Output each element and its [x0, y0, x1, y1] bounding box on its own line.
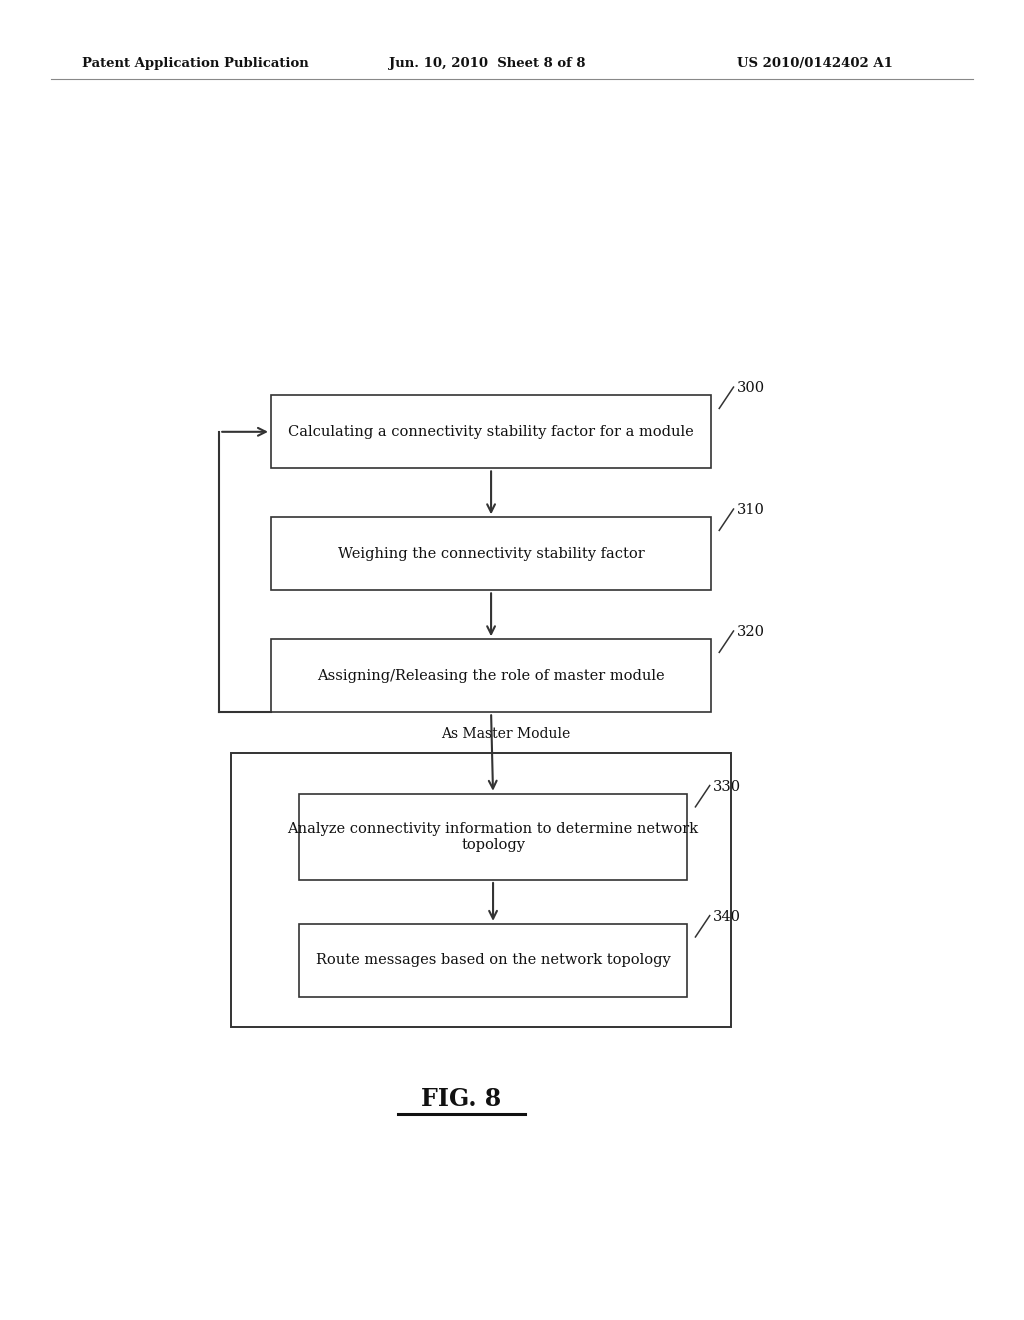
- Text: Route messages based on the network topology: Route messages based on the network topo…: [315, 953, 671, 968]
- Text: 310: 310: [736, 503, 765, 517]
- Text: Calculating a connectivity stability factor for a module: Calculating a connectivity stability fac…: [288, 425, 694, 438]
- Text: Analyze connectivity information to determine network
topology: Analyze connectivity information to dete…: [288, 822, 698, 851]
- Text: Assigning/Releasing the role of master module: Assigning/Releasing the role of master m…: [317, 669, 665, 682]
- Text: Weighing the connectivity stability factor: Weighing the connectivity stability fact…: [338, 546, 644, 561]
- FancyBboxPatch shape: [270, 395, 712, 469]
- Text: 340: 340: [713, 909, 741, 924]
- Text: Jun. 10, 2010  Sheet 8 of 8: Jun. 10, 2010 Sheet 8 of 8: [389, 57, 586, 70]
- FancyBboxPatch shape: [299, 924, 687, 997]
- Text: 320: 320: [736, 626, 765, 639]
- Text: FIG. 8: FIG. 8: [421, 1086, 502, 1110]
- Text: As Master Module: As Master Module: [441, 727, 570, 741]
- FancyBboxPatch shape: [231, 752, 731, 1027]
- Text: 300: 300: [736, 381, 765, 395]
- Text: US 2010/0142402 A1: US 2010/0142402 A1: [737, 57, 893, 70]
- FancyBboxPatch shape: [270, 639, 712, 713]
- Text: Patent Application Publication: Patent Application Publication: [82, 57, 308, 70]
- FancyBboxPatch shape: [299, 793, 687, 880]
- Text: 330: 330: [713, 780, 741, 793]
- FancyBboxPatch shape: [270, 517, 712, 590]
